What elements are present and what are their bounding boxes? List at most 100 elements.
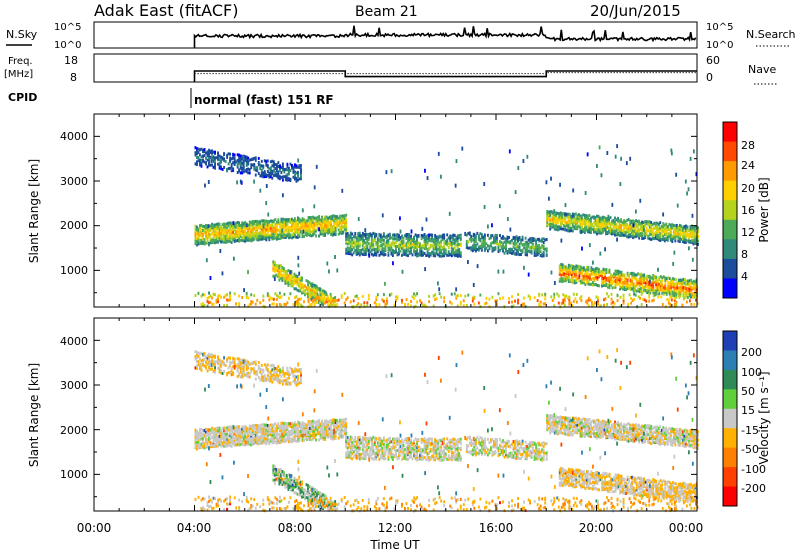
power-echo-cell <box>559 219 562 223</box>
power-echo-cell <box>585 214 588 218</box>
power-echo-cell <box>681 234 684 238</box>
power-echo-cell <box>582 268 585 272</box>
velocity-echo-cell <box>197 433 200 437</box>
velocity-echo-cell <box>251 437 254 441</box>
velocity-echo-cell <box>212 444 215 448</box>
power-echo-cell <box>683 291 686 295</box>
power-echo-cell <box>677 281 680 285</box>
power-echo-cell <box>279 276 282 280</box>
power-echo-cell <box>370 235 373 239</box>
power-echo-cell <box>214 166 216 170</box>
power-echo-cell <box>327 224 330 228</box>
power-echo-cell <box>223 157 226 161</box>
power-echo-cell <box>474 249 477 253</box>
power-echo-cell <box>694 295 697 299</box>
power-echo-cell <box>251 236 254 240</box>
power-echo-cell <box>266 223 269 227</box>
power-echo-cell <box>536 237 539 241</box>
power-echo-cell <box>589 216 592 220</box>
power-echo-cell <box>645 229 648 233</box>
power-echo-cell <box>474 234 477 238</box>
power-echo-cell <box>641 279 644 283</box>
power-echo-cell <box>473 302 476 306</box>
power-echo-cell <box>342 225 345 229</box>
power-echo-cell <box>272 267 275 271</box>
velocity-echo-cell <box>229 430 232 434</box>
power-echo-cell <box>608 276 611 280</box>
power-echo-cell <box>635 229 638 233</box>
power-echo-cell <box>327 296 330 300</box>
power-echo-cell <box>562 216 565 220</box>
power-echo-cell <box>330 295 333 299</box>
power-echo-cell <box>283 223 286 227</box>
power-echo-cell <box>496 242 498 246</box>
power-echo-cell <box>199 233 201 237</box>
power-echo-cell <box>621 220 624 224</box>
velocity-echo-cell <box>242 433 245 437</box>
power-echo-cell <box>517 252 520 256</box>
power-echo-cell <box>432 251 435 255</box>
power-echo-cell <box>375 298 378 302</box>
power-echo-cell <box>300 175 302 179</box>
power-echo-cell <box>683 285 686 289</box>
power-echo-cell <box>301 226 304 230</box>
power-echo-cell <box>251 228 254 232</box>
power-echo-cell <box>595 229 598 233</box>
power-echo-cell <box>361 231 364 235</box>
power-echo-cell <box>328 220 331 224</box>
power-echo-cell <box>337 222 340 226</box>
velocity-echo-cell <box>293 374 296 378</box>
power-echo-cell <box>561 214 564 218</box>
power-echo-cell <box>310 294 312 298</box>
power-echo-cell <box>196 240 198 244</box>
power-echo-cell <box>527 242 530 246</box>
power-echo-cell <box>346 296 349 300</box>
power-echo-cell <box>617 276 620 280</box>
velocity-echo-cell <box>203 434 206 438</box>
power-echo-cell <box>622 285 625 289</box>
power-echo-cell <box>496 234 498 238</box>
power-echo-cell <box>453 246 456 250</box>
velocity-echo-cell <box>241 442 244 446</box>
power-echo-cell <box>446 240 449 244</box>
power-echo-cell <box>684 179 687 184</box>
velocity-echo-cell <box>199 434 201 438</box>
power-echo-cell <box>680 226 683 230</box>
power-echo-cell <box>275 237 278 241</box>
power-echo-cell <box>677 239 680 243</box>
power-echo-cell <box>491 248 494 252</box>
velocity-echo-cell <box>247 440 250 444</box>
power-echo-cell <box>571 303 574 307</box>
power-echo-cell <box>530 241 533 245</box>
power-echo-cell <box>410 236 412 240</box>
power-echo-cell <box>455 238 458 242</box>
power-echo-cell <box>673 302 676 306</box>
velocity-echo-cell <box>205 440 207 444</box>
power-echo-cell <box>456 244 459 248</box>
power-echo-cell <box>686 191 688 196</box>
power-echo-cell <box>536 299 539 303</box>
power-echo-cell <box>224 228 227 232</box>
power-echo-cell <box>447 253 450 257</box>
velocity-echo-cell <box>227 438 230 442</box>
power-echo-cell <box>369 234 372 238</box>
power-echo-cell <box>654 293 657 297</box>
power-echo-cell <box>289 177 292 181</box>
power-echo-cell <box>639 224 642 228</box>
power-echo-cell <box>584 270 587 274</box>
power-echo-cell <box>349 300 352 304</box>
power-echo-cell <box>196 232 198 236</box>
velocity-echo-cell <box>227 428 230 432</box>
power-echo-cell <box>515 241 518 245</box>
power-echo-cell <box>259 230 262 234</box>
power-echo-cell <box>581 246 583 251</box>
power-echo-cell <box>682 282 685 286</box>
power-echo-cell <box>208 301 210 305</box>
power-echo-cell <box>480 242 483 246</box>
power-echo-cell <box>693 240 696 244</box>
power-echo-cell <box>331 299 334 303</box>
velocity-echo-cell <box>251 432 254 436</box>
power-echo-cell <box>603 303 605 307</box>
power-echo-cell <box>520 249 523 253</box>
power-echo-cell <box>541 244 544 248</box>
